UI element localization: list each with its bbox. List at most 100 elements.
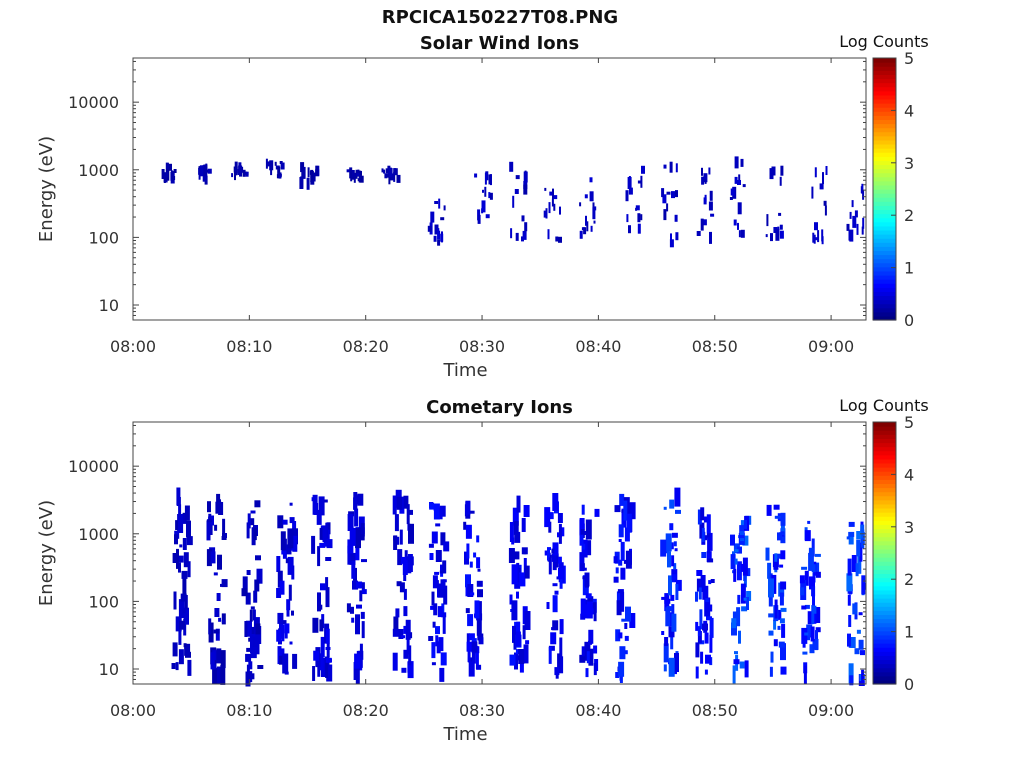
heatmap-cell [547,548,550,561]
heatmap-cell [394,514,399,532]
heatmap-cell [552,493,559,511]
heatmap-cell [432,621,436,628]
heatmap-cell [858,612,863,616]
heatmap-cell [551,627,557,631]
y-tick-label: 100 [88,592,119,611]
heatmap-cell [580,598,586,616]
heatmap-cell [548,202,551,214]
colorbar-tick-label: 5 [904,413,914,432]
heatmap-cell [697,509,702,525]
heatmap-cell [307,167,310,178]
heatmap-cell [730,534,735,546]
heatmap-cell [281,620,287,625]
heatmap-cell [357,493,364,506]
heatmap-cell [234,161,238,174]
colorbar [872,421,897,685]
heatmap-cell [584,194,588,199]
heatmap-cell [239,169,242,177]
heatmap-cell [518,649,525,664]
y-tick-label: 10 [99,660,119,679]
heatmap-cell [356,581,363,589]
heatmap-cell [778,582,785,597]
heatmap-cell [404,550,408,563]
heatmap-cell [176,548,179,569]
heatmap-cell [403,495,409,509]
heatmap-cell [779,224,783,230]
heatmap-cell [216,648,222,664]
heatmap-cell [812,605,817,614]
heatmap-cell [589,191,594,202]
heatmap-cell [325,557,332,561]
heatmap-cell [671,532,678,538]
heatmap-cell [849,637,856,648]
heatmap-cell [514,652,518,670]
heatmap-cell [803,665,807,684]
heatmap-cell [551,198,554,207]
heatmap-cell [184,607,189,625]
heatmap-cell [707,537,711,554]
heatmap-cell [621,509,625,513]
heatmap-cell [514,551,520,560]
heatmap-cell [629,613,636,628]
heatmap-cell [733,543,740,554]
colorbar-swatch [873,475,896,480]
heatmap-cell [320,636,325,657]
heatmap-cell [675,190,678,198]
heatmap-cell [322,526,327,543]
colorbar-swatch [873,74,896,80]
colorbar-swatch [873,659,896,665]
heatmap-cell [524,565,530,579]
heatmap-cell [706,514,711,534]
colorbar-swatch [873,536,896,542]
colorbar-tick-label: 0 [904,675,914,694]
heatmap-cell [704,632,709,644]
heatmap-cell [781,623,786,638]
heatmap-cell [550,632,557,645]
heatmap-cell [392,495,397,515]
heatmap-cell [580,567,587,571]
heatmap-cell [516,562,520,582]
heatmap-cell [623,559,627,564]
heatmap-cell [477,601,482,621]
heatmap-cell [247,513,251,529]
heatmap-cell [744,660,749,678]
heatmap-cell [428,636,434,641]
heatmap-cell [780,165,784,176]
heatmap-cell [353,172,356,183]
heatmap-cell [618,539,622,542]
heatmap-cell [214,608,220,617]
heatmap-cell [178,624,182,645]
heatmap-cell [551,548,555,554]
heatmap-cell [278,639,282,645]
heatmap-cell [545,210,548,219]
heatmap-cell [359,590,363,602]
heatmap-cell [811,186,814,199]
heatmap-cell [614,505,621,513]
heatmap-cell [276,556,281,572]
heatmap-cell [637,223,641,234]
heatmap-cell [661,596,668,600]
colorbar-swatch [873,487,896,493]
colorbar-swatch [873,205,896,211]
colorbar-tick-label: 2 [904,570,914,589]
heatmap-cell [801,627,808,644]
heatmap-cell [437,606,443,618]
heatmap-cell [470,592,475,596]
heatmap-cell [218,617,222,622]
heatmap-cell [351,560,356,579]
colorbar-swatch [873,262,896,268]
heatmap-cell [640,214,643,221]
heatmap-cell [432,575,438,589]
colorbar-swatch [873,209,896,215]
colorbar-swatch [873,610,896,615]
colorbar-swatch [873,184,896,190]
heatmap-cell [557,556,562,564]
x-tick-label: 08:30 [459,701,505,720]
heatmap-cell [707,558,714,563]
heatmap-cell [438,198,441,209]
colorbar-swatch [873,458,896,464]
heatmap-cell [251,673,255,680]
heatmap-cell [661,188,665,198]
heatmap-cell [733,568,737,582]
